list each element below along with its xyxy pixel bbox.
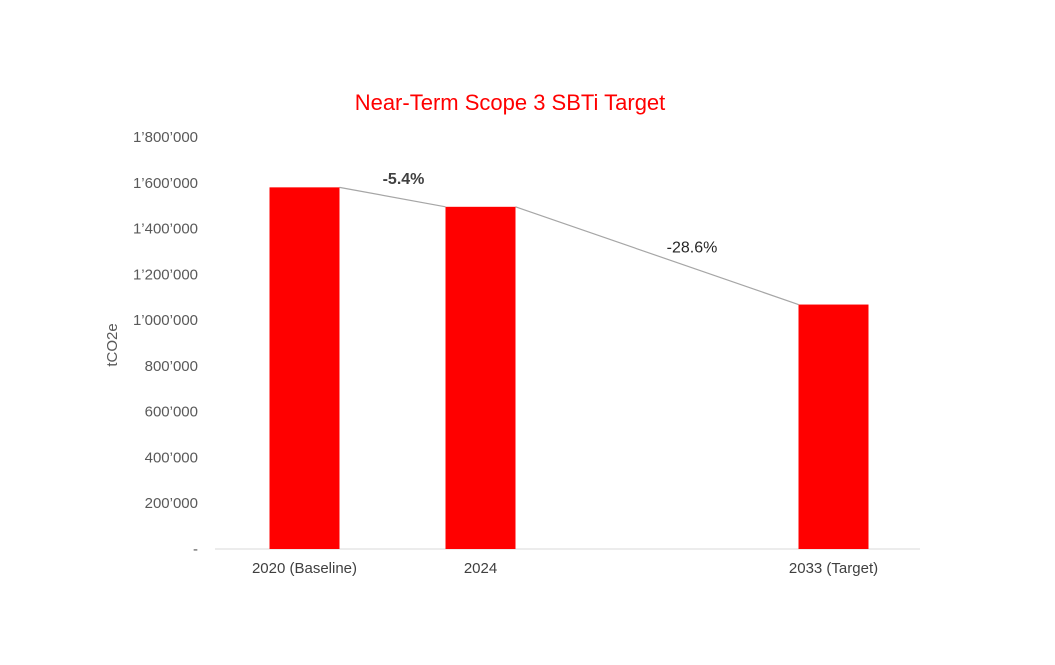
y-axis-label: tCO2e: [104, 323, 121, 366]
y-tick-label: 1’000’000: [133, 312, 198, 329]
bar: [798, 304, 869, 549]
y-tick-label: 400’000: [145, 449, 198, 466]
y-tick-label: 800’000: [145, 358, 198, 375]
connector-line: [515, 206, 799, 306]
y-axis-ticks: - 200’000 400’000 600’000 800’000 1’000’000 1’…: [133, 129, 198, 558]
y-tick-label: 1’600’000: [133, 175, 198, 192]
change-annotation: -5.4%: [383, 171, 425, 188]
y-tick-label: 1’200’000: [133, 266, 198, 283]
x-tick-label: 2024: [464, 560, 497, 577]
x-tick-label: 2020 (Baseline): [252, 560, 357, 577]
change-annotation: -28.6%: [667, 240, 718, 257]
bar: [269, 187, 340, 549]
bar: [445, 206, 516, 550]
bars: [269, 187, 869, 550]
y-tick-label: -: [193, 541, 198, 558]
x-tick-label: 2033 (Target): [789, 560, 878, 577]
y-tick-label: 600’000: [145, 404, 198, 421]
chart-title: Near-Term Scope 3 SBTi Target: [355, 90, 666, 115]
annotations: -5.4% -28.6%: [383, 171, 718, 257]
y-tick-label: 200’000: [145, 495, 198, 512]
y-tick-label: 1’800’000: [133, 129, 198, 146]
connector-line: [339, 186, 446, 208]
y-tick-label: 1’400’000: [133, 221, 198, 238]
x-axis-ticks: 2020 (Baseline) 2024 2033 (Target): [252, 560, 878, 577]
connector-lines: [339, 186, 799, 306]
